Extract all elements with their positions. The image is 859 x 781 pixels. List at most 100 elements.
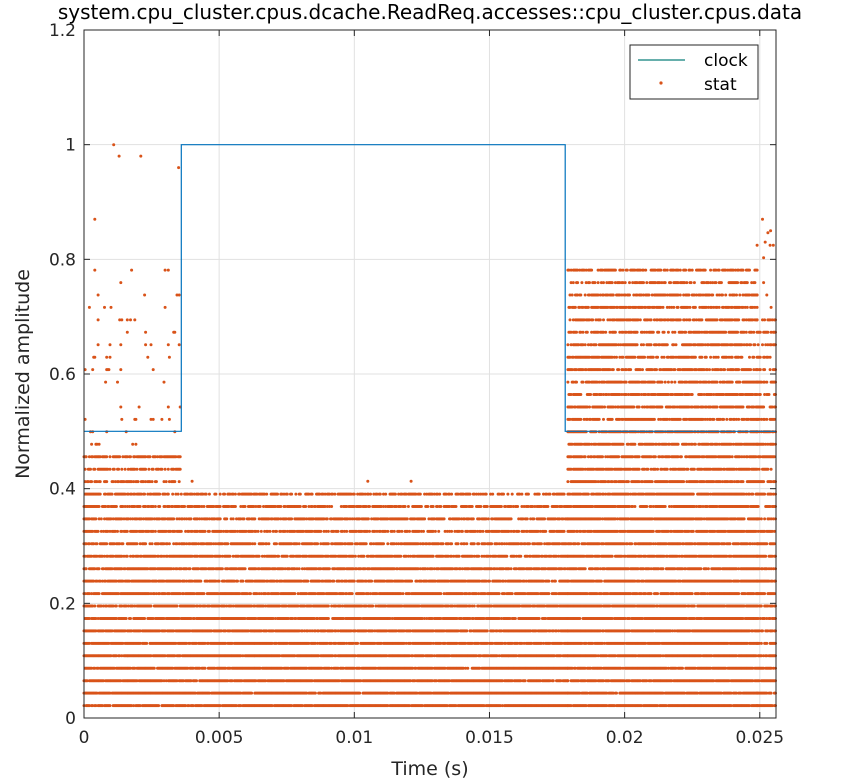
stat-point <box>119 343 123 347</box>
stat-point <box>145 641 149 645</box>
stat-point <box>393 492 397 496</box>
stat-point <box>94 617 98 620</box>
stat-point <box>91 704 95 708</box>
stat-point <box>96 293 100 297</box>
stat-point <box>160 417 164 421</box>
stat-point <box>94 629 98 633</box>
stat-point <box>114 579 118 583</box>
stat-point <box>95 442 99 446</box>
stat-point <box>87 517 91 521</box>
stat-point <box>362 554 366 558</box>
stat-point <box>106 554 110 558</box>
stat-point <box>386 529 390 533</box>
stat-point <box>105 604 109 608</box>
stat-point <box>93 567 97 571</box>
stat-point <box>129 455 132 459</box>
stat-point <box>124 617 128 620</box>
stat-point <box>113 480 117 484</box>
stat-point <box>93 604 97 608</box>
stat-point <box>119 368 123 372</box>
stat-point <box>243 567 247 571</box>
stat-point <box>326 604 330 608</box>
stat-point <box>233 505 237 508</box>
stat-point <box>401 592 405 596</box>
stat-point <box>111 554 115 558</box>
stat-point <box>285 554 289 558</box>
stat-point <box>129 617 132 620</box>
stat-point <box>163 467 167 471</box>
stat-point <box>87 592 91 596</box>
stat-point <box>304 505 308 508</box>
stat-point <box>108 355 112 359</box>
stat-point <box>151 467 155 471</box>
stat-point <box>87 704 91 708</box>
stat-point <box>265 492 269 496</box>
stat-point <box>105 455 109 459</box>
stat-point <box>172 517 176 521</box>
stat-point <box>92 542 96 546</box>
stat-point <box>207 492 211 496</box>
stat-point <box>100 554 104 558</box>
stat-point <box>91 368 95 372</box>
stat-point <box>104 505 108 508</box>
stat-point <box>114 604 118 608</box>
stat-point <box>105 542 109 546</box>
stat-point <box>371 604 375 608</box>
stat-point <box>143 617 147 620</box>
stat-point <box>117 467 121 471</box>
stat-point <box>87 305 91 309</box>
stat-point <box>290 492 294 496</box>
stat-point <box>297 567 301 571</box>
stat-point <box>378 492 382 496</box>
stat-point <box>113 529 117 533</box>
stat-point <box>285 492 289 496</box>
stat-point <box>267 542 271 546</box>
stat-point <box>108 529 112 533</box>
stat-point <box>158 505 162 508</box>
stat-point <box>118 654 122 658</box>
stat-point <box>333 492 337 496</box>
stat-point <box>253 517 257 521</box>
stat-point <box>86 480 90 484</box>
stat-point <box>93 666 97 670</box>
stat-point <box>400 529 404 533</box>
stat-point <box>120 467 124 471</box>
stat-point <box>177 480 181 484</box>
stat-point <box>96 343 100 347</box>
stat-point <box>98 455 102 459</box>
stat-point <box>268 529 272 533</box>
stat-point <box>157 704 161 708</box>
stat-point <box>84 542 88 546</box>
stat-point <box>122 554 126 558</box>
stat-point <box>242 517 246 521</box>
stat-point <box>85 679 89 683</box>
stat-point <box>403 505 407 508</box>
stat-point <box>125 318 129 322</box>
stat-point <box>90 666 94 670</box>
stat-point <box>189 517 193 521</box>
stat-point <box>188 567 192 571</box>
stat-point <box>98 492 102 496</box>
stat-point <box>118 542 122 546</box>
stat-point <box>109 305 113 309</box>
stat-point <box>298 505 302 508</box>
stat-point <box>178 467 182 471</box>
stat-point <box>134 442 138 446</box>
stat-point <box>250 691 254 695</box>
stat-point <box>160 467 164 471</box>
stat-point <box>93 467 97 471</box>
stat-point <box>410 579 414 583</box>
stat-point <box>91 529 95 533</box>
stat-point <box>97 567 101 571</box>
stat-point <box>327 567 331 571</box>
stat-point <box>173 480 177 484</box>
stat-point <box>231 517 235 521</box>
stat-point <box>392 529 396 533</box>
stat-point <box>153 505 157 508</box>
stat-point <box>370 579 374 583</box>
stat-point <box>241 579 245 583</box>
stat-point <box>225 517 229 521</box>
stat-point <box>408 529 411 533</box>
stat-point <box>99 529 103 533</box>
stat-point <box>120 554 124 558</box>
